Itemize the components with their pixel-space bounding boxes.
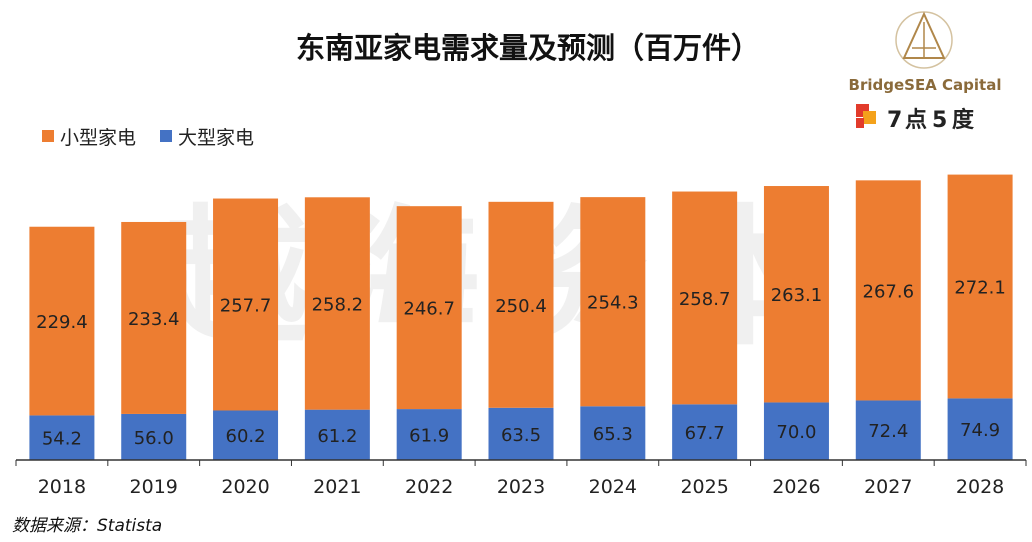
legend: 小型家电 大型家电 (42, 127, 254, 149)
data-label-small-2028: 272.1 (954, 277, 1006, 298)
partner-text-1: 点 (905, 107, 927, 133)
bars: 54.2 229.4 56.0 233.4 60.2 257.7 61.2 258.2 61.9… (29, 174, 1013, 460)
legend-label-large: 大型家电 (178, 127, 254, 149)
data-label-small-2018: 229.4 (36, 312, 88, 333)
bar-large-2025 (672, 404, 738, 460)
x-tick-label-2026: 2026 (772, 476, 820, 498)
data-label-small-2026: 263.1 (771, 285, 823, 306)
data-label-small-2022: 246.7 (403, 299, 455, 320)
bar-small-2026 (763, 186, 829, 403)
bar-large-2022 (396, 409, 462, 460)
data-label-large-2024: 65.3 (593, 424, 633, 445)
bar-small-2022 (396, 206, 462, 410)
partner-logo: 7 点 5 度 (856, 104, 975, 133)
x-tick-label-2025: 2025 (680, 476, 728, 498)
brand-logo: BridgeSEA Capital 7 点 5 度 (849, 11, 1002, 133)
bar-small-2021 (304, 197, 370, 410)
bar-large-2026 (763, 402, 829, 460)
bar-large-2024 (580, 406, 646, 460)
x-tick-label-2020: 2020 (221, 476, 269, 498)
bar-small-2024 (580, 197, 646, 407)
x-tick-label-2023: 2023 (497, 476, 545, 498)
data-label-large-2025: 67.7 (685, 423, 725, 444)
bar-small-2019 (121, 221, 187, 414)
data-label-small-2024: 254.3 (587, 293, 639, 314)
x-tick-label-2018: 2018 (38, 476, 86, 498)
bar-small-2028 (947, 174, 1013, 399)
x-tick-label-2027: 2027 (864, 476, 912, 498)
bar-small-2025 (672, 191, 738, 405)
data-label-large-2027: 72.4 (868, 421, 908, 442)
data-label-large-2019: 56.0 (134, 428, 174, 449)
data-label-large-2020: 60.2 (226, 426, 266, 447)
bar-large-2028 (947, 398, 1013, 460)
x-tick-label-2028: 2028 (956, 476, 1004, 498)
data-label-large-2021: 61.2 (317, 426, 357, 447)
x-tick-label-2021: 2021 (313, 476, 361, 498)
data-label-small-2020: 257.7 (220, 296, 272, 317)
bar-small-2023 (488, 201, 554, 408)
bar-small-2018 (29, 226, 95, 416)
data-label-small-2025: 258.7 (679, 289, 731, 310)
data-label-large-2028: 74.9 (960, 420, 1000, 441)
legend-swatch-small (42, 130, 54, 142)
x-tick-label-2022: 2022 (405, 476, 453, 498)
partner-logo-icon (856, 104, 876, 128)
x-tick-label-2024: 2024 (589, 476, 637, 498)
legend-label-small: 小型家电 (60, 127, 136, 149)
bar-small-2027 (855, 180, 921, 401)
data-label-large-2026: 70.0 (776, 422, 816, 443)
bar-large-2020 (213, 410, 279, 460)
bar-small-2020 (213, 198, 279, 411)
bar-large-2023 (488, 407, 554, 460)
source-note: 数据来源：Statista (12, 516, 162, 536)
bar-large-2021 (304, 409, 370, 460)
partner-digit-2: 5 (932, 108, 947, 133)
bridgesea-emblem-icon (895, 11, 953, 69)
partner-digit-1: 7 (887, 108, 902, 133)
x-tick-label-2019: 2019 (130, 476, 178, 498)
data-label-large-2023: 63.5 (501, 425, 541, 446)
bar-large-2018 (29, 415, 95, 460)
bar-large-2027 (855, 400, 921, 460)
chart-title: 东南亚家电需求量及预测（百万件） (296, 31, 760, 65)
brand-name: BridgeSEA Capital (849, 76, 1002, 94)
data-label-large-2022: 61.9 (409, 426, 449, 447)
partner-text-2: 度 (952, 107, 975, 133)
data-label-small-2021: 258.2 (312, 294, 364, 315)
bar-large-2019 (121, 413, 187, 460)
data-label-small-2027: 267.6 (863, 281, 915, 302)
legend-swatch-large (160, 130, 172, 142)
data-label-small-2019: 233.4 (128, 309, 180, 330)
x-axis: 2018 2019 2020 2021 2022 2023 2024 2025 2026 2027… (15, 459, 1027, 498)
data-label-large-2018: 54.2 (42, 429, 82, 450)
data-label-small-2023: 250.4 (495, 296, 547, 317)
